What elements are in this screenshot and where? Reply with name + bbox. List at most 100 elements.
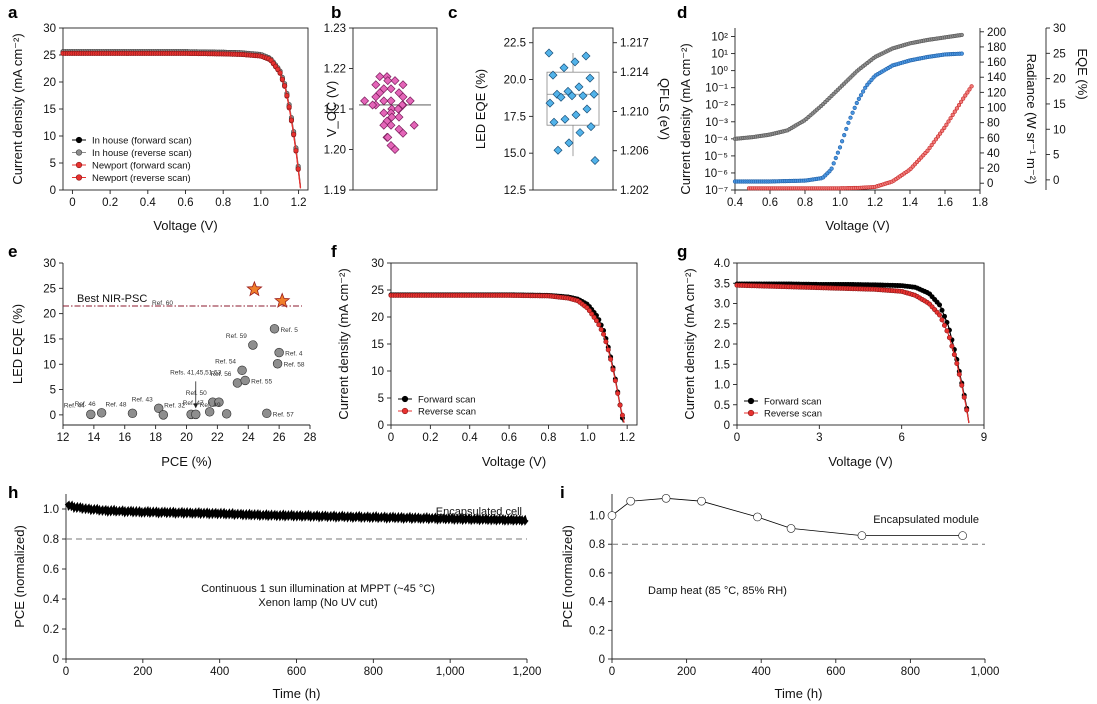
legend-label: Reverse scan (764, 409, 822, 420)
x-tick-label: 400 (752, 666, 771, 678)
point-label: Ref. 4 (285, 351, 303, 358)
data-point (379, 96, 389, 106)
data-point (564, 138, 574, 148)
y-axis-label: V_OC (V) (324, 81, 339, 137)
y-tick-label: 10⁻⁶ (704, 168, 728, 180)
y-tick-label: 1.22 (324, 64, 346, 76)
y-tick-label: 30 (43, 258, 56, 270)
panel-label-h: h (8, 483, 18, 502)
y-tick-label: 10⁰ (711, 66, 729, 78)
y-tick-label: 1.20 (324, 145, 346, 157)
annotation: Encapsulated module (873, 514, 979, 526)
x-tick-label: 600 (826, 666, 845, 678)
y-tick-label: 25 (1053, 48, 1066, 60)
data-point (946, 119, 951, 124)
data-point (390, 76, 400, 86)
data-point (214, 397, 224, 407)
data-point (371, 80, 381, 90)
data-point (586, 308, 592, 314)
data-point (850, 110, 855, 115)
data-point (269, 324, 280, 334)
data-point (544, 48, 554, 58)
x-tick-label: 0.4 (462, 432, 479, 444)
data-point (952, 109, 957, 114)
point-label: Ref. 55 (251, 378, 272, 385)
data-point (387, 112, 397, 122)
x-tick-label: 0.4 (140, 197, 157, 209)
data-point (237, 365, 247, 376)
y-tick-label: 0.8 (589, 539, 605, 551)
data-point (842, 132, 847, 138)
y-tick-label: 30 (371, 258, 384, 270)
legend-marker (401, 395, 409, 403)
data-point (942, 125, 947, 130)
data-point (961, 394, 967, 400)
data-point (277, 70, 283, 76)
data-point (946, 335, 952, 341)
y-tick-label: 20 (43, 77, 56, 89)
x-tick-label: 800 (901, 666, 920, 678)
data-point (398, 80, 408, 90)
data-point (590, 156, 600, 166)
x-tick-label: 0.6 (762, 197, 778, 209)
y-tick-label: 10⁻³ (705, 117, 728, 129)
data-point (608, 356, 614, 362)
legend-label: Reverse scan (418, 407, 476, 418)
legend-label: Forward scan (418, 395, 476, 406)
point-label: Refs. 41,45,51,53 (170, 369, 222, 376)
annotation: Encapsulated cell (436, 506, 522, 518)
y-tick-label: 0 (724, 420, 730, 432)
y-tick-label: 10⁻⁵ (704, 151, 728, 163)
data-point (967, 87, 972, 92)
panel-label-c: c (448, 3, 457, 22)
y-tick-label: 5 (378, 393, 384, 405)
data-point (191, 409, 201, 420)
y-tick-label: 10⁻⁷ (705, 185, 728, 197)
data-point (586, 122, 596, 132)
x-tick-label: 600 (287, 666, 306, 678)
panel-c-frame (532, 27, 614, 191)
y-tick-label: 10⁻⁴ (704, 134, 728, 146)
x-tick-label: 1.0 (253, 197, 269, 209)
y-tick-label: 1.217 (620, 38, 649, 50)
data-point (405, 96, 415, 106)
data-point (939, 317, 945, 323)
y-tick-label: 140 (987, 72, 1006, 84)
x-tick-label: 0 (63, 666, 69, 678)
x-tick-label: 1,000 (436, 666, 465, 678)
y-tick-label: 4.0 (714, 258, 730, 270)
x-tick-label: 1,200 (513, 666, 542, 678)
data-point (589, 311, 595, 317)
x-tick-label: 1,000 (971, 666, 1000, 678)
data-point (846, 120, 851, 125)
data-point (96, 408, 107, 418)
data-point (958, 99, 964, 104)
data-point (860, 89, 866, 94)
y-tick-label: 0.6 (43, 564, 59, 576)
data-point (937, 312, 943, 318)
data-point (959, 32, 964, 38)
x-tick-label: 0.8 (797, 197, 813, 209)
y-tick-label: 17.5 (504, 111, 526, 123)
data-point (863, 85, 868, 90)
y-tick-label: 0 (599, 654, 605, 666)
data-point (570, 57, 580, 67)
x-tick-label: 1.6 (937, 197, 953, 209)
data-point (383, 76, 393, 86)
data-point (956, 371, 962, 377)
data-point (615, 390, 621, 396)
panel-label-f: f (331, 242, 337, 261)
legend-marker (75, 161, 83, 169)
data-point (275, 66, 281, 72)
y-tick-label: 10 (371, 366, 384, 378)
data-point (548, 70, 558, 80)
annotation: Continuous 1 sun illumination at MPPT (~… (201, 583, 435, 595)
legend-label: In house (reverse scan) (92, 148, 192, 159)
y-axis-label: LED EQE (%) (473, 69, 488, 149)
x-tick-label: 26 (273, 432, 286, 444)
data-point (293, 148, 299, 154)
x-axis-label: Voltage (V) (153, 218, 217, 233)
data-point (598, 327, 604, 333)
data-point (601, 331, 607, 337)
data-point (831, 161, 836, 166)
